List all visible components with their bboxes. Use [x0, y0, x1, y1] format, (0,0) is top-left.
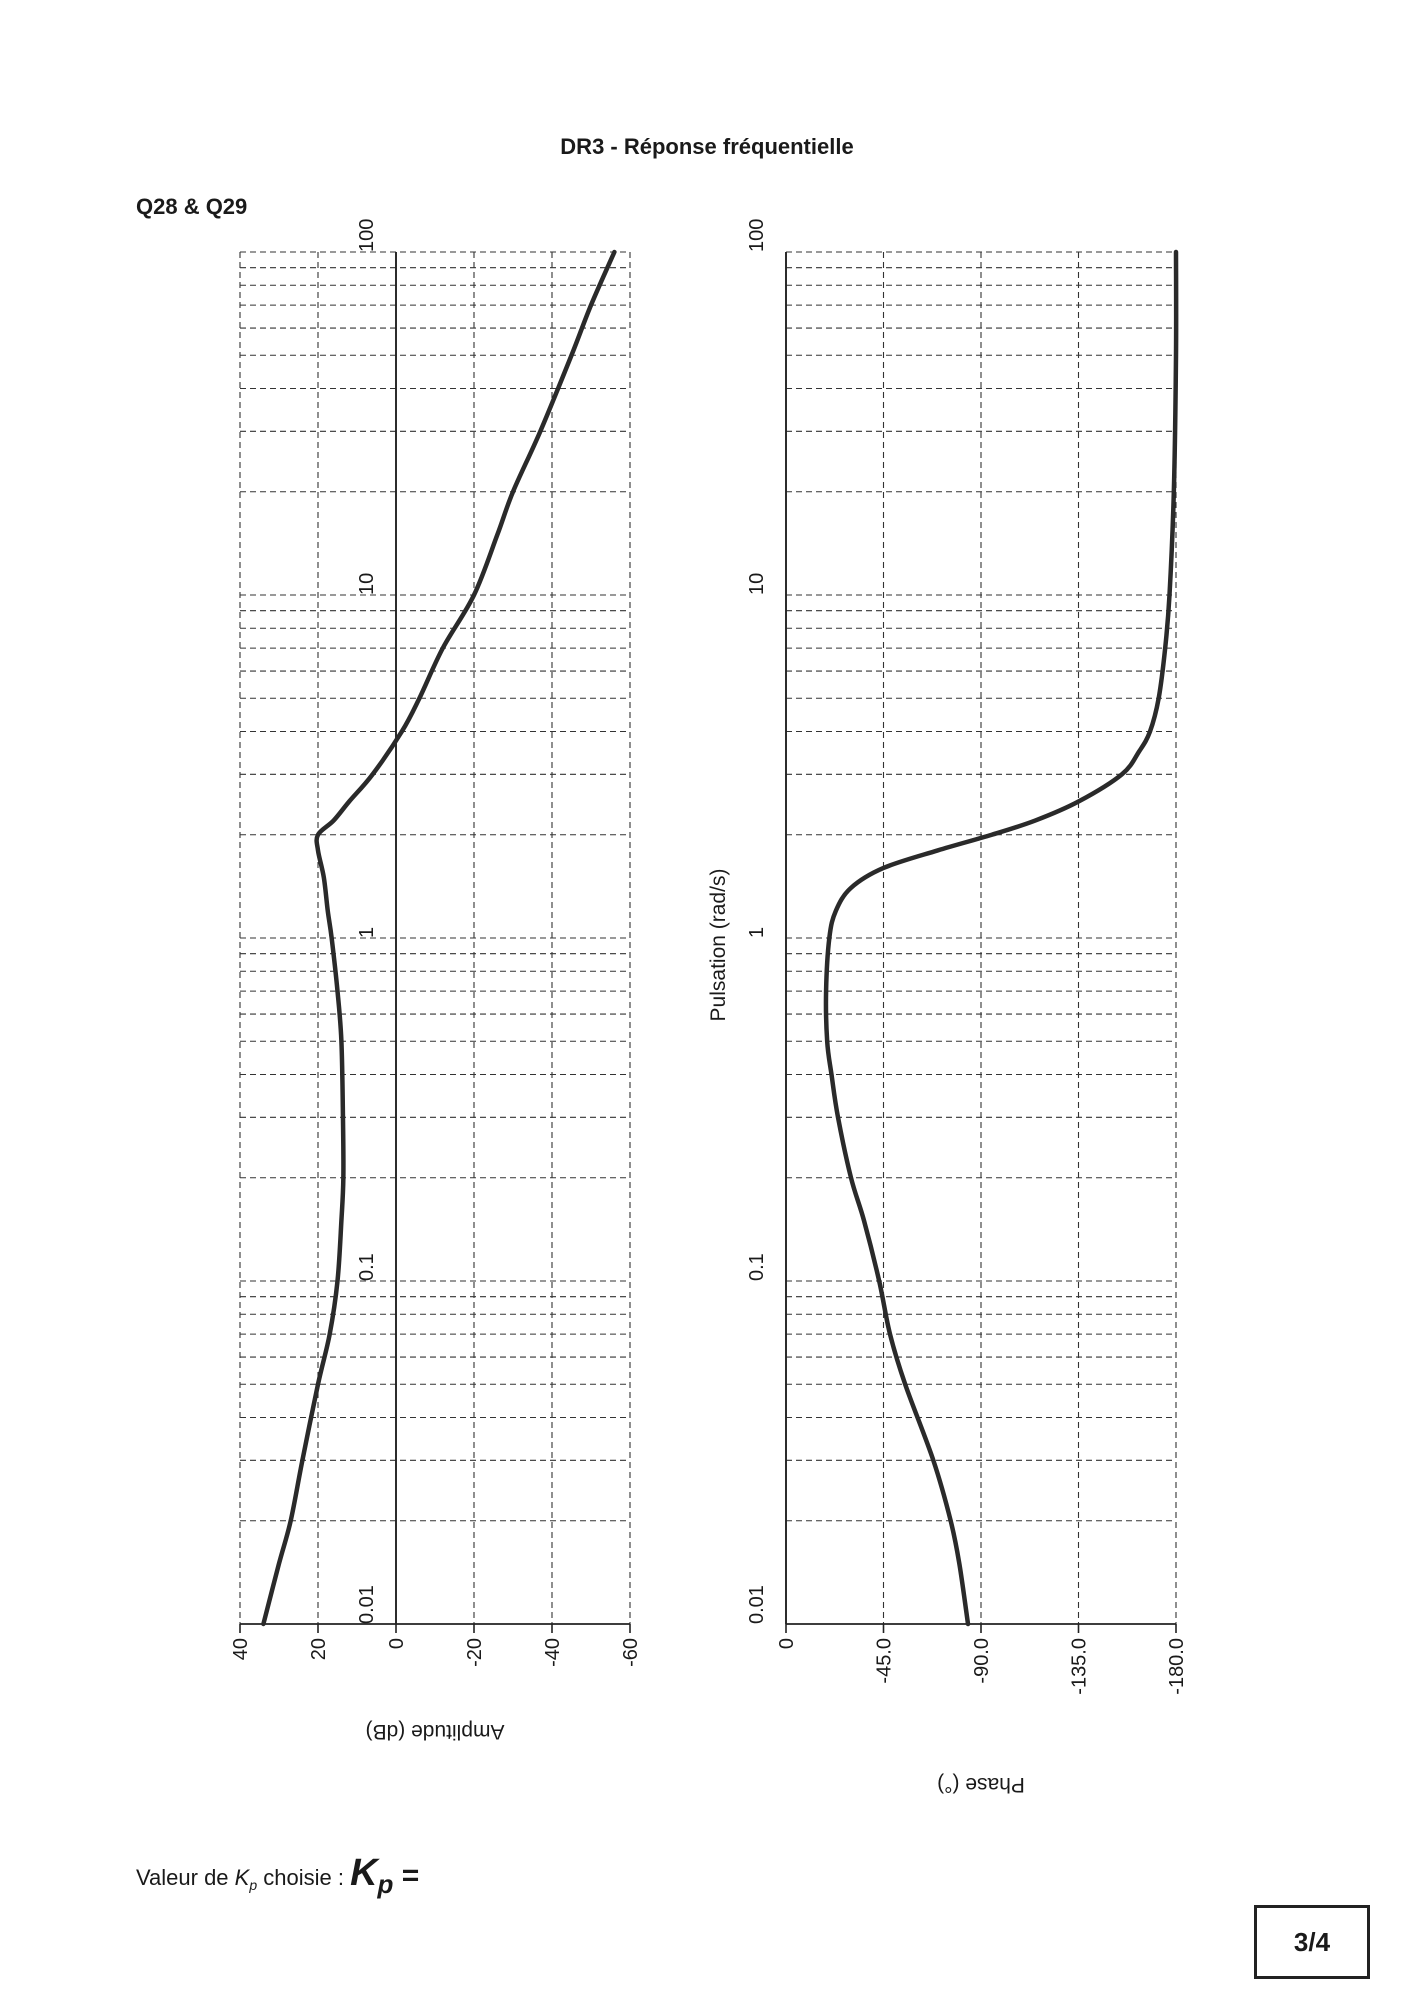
value-tick-label: -90.0: [971, 1638, 993, 1684]
frequency-tick-label: 1: [356, 927, 378, 938]
series-line: [261, 249, 617, 1627]
frequency-tick-label: 100: [746, 219, 768, 252]
value-tick-label: -135.0: [1069, 1638, 1091, 1695]
value-tick-label: 0: [776, 1638, 798, 1649]
frequency-tick-label: 10: [356, 573, 378, 595]
series-line: [823, 249, 1179, 1627]
frequency-tick-label: 0.01: [356, 1585, 378, 1624]
page-title: DR3 - Réponse fréquentielle: [560, 134, 854, 159]
kp-symbol: K: [234, 1865, 250, 1890]
value-tick-label: 0: [386, 1638, 408, 1649]
frequency-tick-label: 1: [746, 927, 768, 938]
frequency-tick-label: 10: [746, 573, 768, 595]
kp-prefix: Valeur de: [136, 1865, 235, 1890]
value-tick-label: -40: [542, 1638, 564, 1667]
frequency-tick-label: 100: [356, 219, 378, 252]
value-tick-label: -45.0: [874, 1638, 896, 1684]
kp-answer-line: Valeur de Kp choisie : Kp =: [136, 1852, 420, 1899]
kp-suffix: choisie :: [257, 1865, 351, 1890]
kp-equals: =: [393, 1859, 420, 1892]
value-tick-label: 20: [308, 1638, 330, 1660]
frequency-tick-label: 0.01: [746, 1585, 768, 1624]
value-tick-label: -60: [620, 1638, 642, 1667]
value-axis-title: Phase (°): [937, 1773, 1025, 1796]
frequency-axis-title: Pulsation (rad/s): [707, 869, 730, 1022]
frequency-tick-label: 0.1: [746, 1253, 768, 1281]
value-tick-label: -180.0: [1166, 1638, 1188, 1695]
kp-big-subscript: p: [377, 1869, 394, 1899]
amplitude-chart: 40 20 0 -20 -40 -60 0.01 0.1 1 10 100 Amplitude (dB…: [230, 219, 642, 1743]
kp-subscript: p: [249, 1877, 258, 1893]
value-tick-label: -20: [464, 1638, 486, 1667]
phase-chart: 0 -45.0 -90.0 -135.0 -180.0 0.01 0.1 1 10 100 Phas…: [707, 219, 1188, 1796]
page-number: 3/4: [1293, 1926, 1331, 1957]
question-label: Q28 & Q29: [136, 194, 248, 219]
value-axis-title: Amplitude (dB): [366, 1720, 505, 1743]
page-number-box: 3/4: [1254, 1905, 1370, 1979]
kp-big-symbol: K: [350, 1852, 378, 1894]
value-tick-label: 40: [230, 1638, 252, 1660]
frequency-tick-label: 0.1: [356, 1253, 378, 1281]
